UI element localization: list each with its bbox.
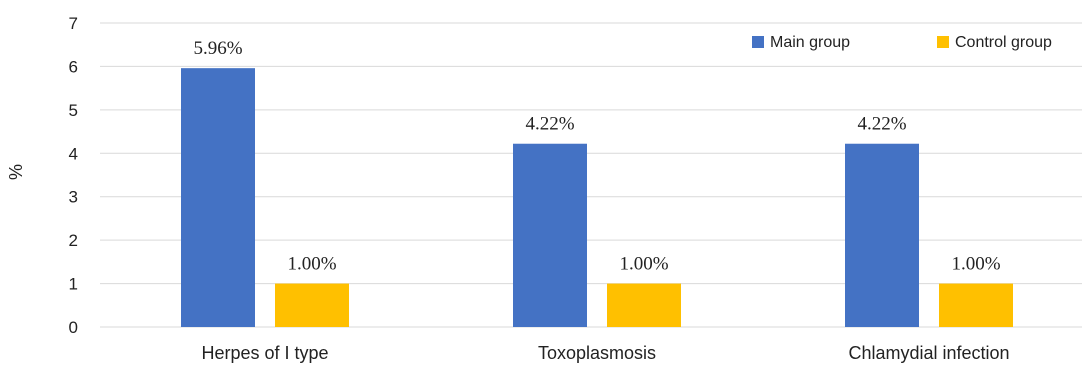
legend-swatch-control-group <box>937 36 949 48</box>
x-tick-labels: Herpes of I type Toxoplasmosis Chlamydial … <box>201 343 1009 363</box>
data-label-main-group-2: 4.22% <box>525 114 574 135</box>
gridlines <box>100 22 1082 328</box>
legend: Main group Control group <box>752 34 1052 51</box>
y-tick-label-4: 4 <box>69 144 78 163</box>
data-labels: 5.96% 4.22% 4.22% 1.00% 1.00% 1.00% <box>193 38 1000 274</box>
x-tick-label-1: Herpes of I type <box>201 343 328 363</box>
x-tick-label-2: Toxoplasmosis <box>538 343 656 363</box>
bar-main-group-3 <box>845 143 919 327</box>
y-tick-label-1: 1 <box>69 275 78 294</box>
bar-control-group-1 <box>275 283 349 327</box>
data-label-main-group-3: 4.22% <box>857 114 906 135</box>
legend-label-main-group: Main group <box>770 34 850 51</box>
y-tick-label-5: 5 <box>69 101 78 120</box>
bar-main-group-2 <box>513 143 587 327</box>
x-tick-label-3: Chlamydial infection <box>848 343 1009 363</box>
y-tick-label-7: 7 <box>69 14 78 33</box>
bars <box>181 68 1013 327</box>
bar-control-group-2 <box>607 283 681 327</box>
data-label-control-group-3: 1.00% <box>951 254 1000 275</box>
y-tick-label-2: 2 <box>69 231 78 250</box>
bar-main-group-1 <box>181 68 255 327</box>
legend-label-control-group: Control group <box>955 34 1052 51</box>
bar-control-group-3 <box>939 283 1013 327</box>
y-tick-labels: 0 1 2 3 4 5 6 7 <box>69 14 78 337</box>
legend-swatch-main-group <box>752 36 764 48</box>
y-tick-label-6: 6 <box>69 57 78 76</box>
y-tick-label-3: 3 <box>69 188 78 207</box>
data-label-control-group-1: 1.00% <box>287 254 336 275</box>
y-axis-title: % <box>6 164 26 180</box>
data-label-main-group-1: 5.96% <box>193 38 242 59</box>
y-tick-label-0: 0 <box>69 318 78 337</box>
data-label-control-group-2: 1.00% <box>619 254 668 275</box>
